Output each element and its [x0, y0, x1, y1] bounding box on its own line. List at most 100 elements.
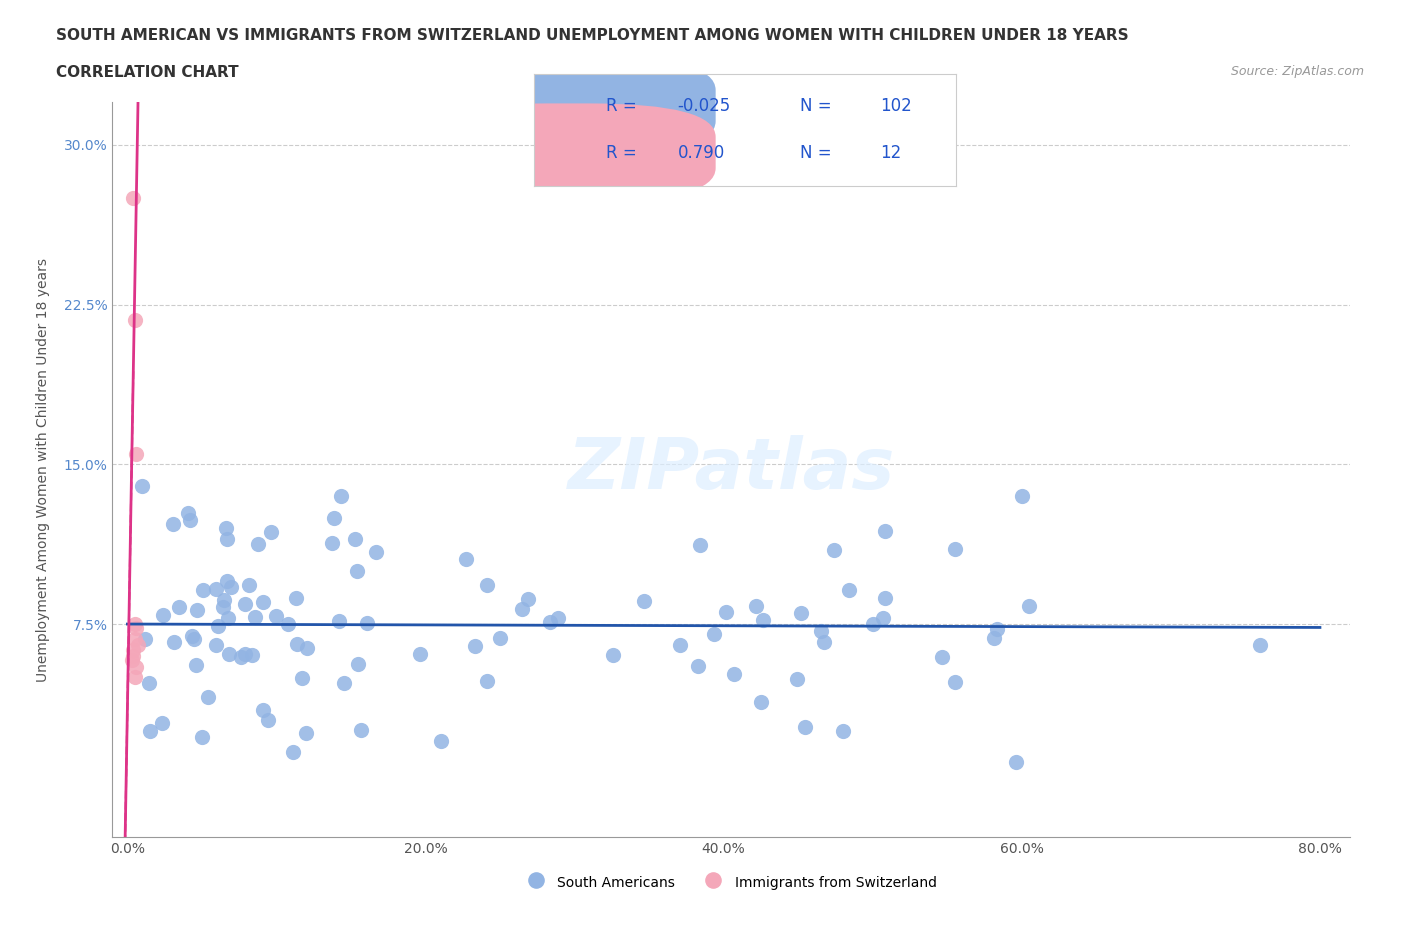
Point: [794, 720, 817, 735]
Point: [252, 594, 274, 609]
FancyBboxPatch shape: [420, 103, 716, 202]
Point: [131, 478, 153, 493]
Point: [197, 690, 219, 705]
Point: [813, 634, 835, 649]
Point: [873, 591, 896, 605]
FancyBboxPatch shape: [420, 57, 716, 154]
Point: [233, 597, 256, 612]
Point: [219, 579, 242, 594]
Point: [810, 624, 832, 639]
Point: [281, 744, 304, 759]
Point: [215, 574, 238, 589]
Point: [477, 578, 499, 592]
Point: [986, 622, 1008, 637]
Point: [150, 716, 173, 731]
Point: [321, 536, 343, 551]
Point: [745, 598, 768, 613]
Point: [752, 612, 775, 627]
Point: [179, 512, 201, 527]
Point: [294, 725, 316, 740]
Point: [285, 636, 308, 651]
Point: [277, 617, 299, 631]
Point: [832, 724, 855, 738]
Point: [429, 734, 451, 749]
Point: [943, 674, 966, 689]
Point: [346, 564, 368, 578]
Point: [152, 607, 174, 622]
Point: [238, 578, 260, 592]
Point: [247, 537, 270, 551]
Point: [215, 531, 238, 546]
Y-axis label: Unemployment Among Women with Children Under 18 years: Unemployment Among Women with Children U…: [37, 258, 49, 682]
Point: [176, 506, 198, 521]
Point: [668, 638, 690, 653]
Point: [205, 581, 228, 596]
Point: [217, 611, 239, 626]
Point: [602, 648, 624, 663]
Point: [125, 446, 148, 461]
Point: [1018, 599, 1040, 614]
Point: [633, 593, 655, 608]
Point: [229, 650, 252, 665]
Point: [205, 637, 228, 652]
Point: [207, 618, 229, 633]
Point: [1011, 489, 1033, 504]
Point: [240, 647, 263, 662]
Point: [983, 631, 1005, 645]
Text: Source: ZipAtlas.com: Source: ZipAtlas.com: [1230, 65, 1364, 78]
Point: [329, 489, 352, 504]
Point: [183, 631, 205, 646]
Point: [356, 616, 378, 631]
Text: SOUTH AMERICAN VS IMMIGRANTS FROM SWITZERLAND UNEMPLOYMENT AMONG WOMEN WITH CHIL: SOUTH AMERICAN VS IMMIGRANTS FROM SWITZE…: [56, 28, 1129, 43]
Point: [475, 674, 498, 689]
Point: [139, 724, 162, 738]
Point: [184, 658, 207, 672]
Point: [122, 642, 145, 657]
Point: [285, 591, 308, 605]
Point: [409, 646, 432, 661]
Point: [235, 646, 257, 661]
Point: [124, 312, 146, 327]
Text: 102: 102: [880, 97, 912, 114]
Point: [252, 703, 274, 718]
Legend: South Americans, Immigrants from Switzerland: South Americans, Immigrants from Switzer…: [520, 868, 942, 897]
Point: [510, 602, 533, 617]
Point: [260, 525, 283, 540]
Point: [364, 544, 387, 559]
Point: [350, 723, 373, 737]
Text: 12: 12: [880, 143, 901, 162]
Point: [122, 191, 145, 206]
Point: [703, 627, 725, 642]
Text: R =: R =: [606, 143, 647, 162]
Point: [134, 631, 156, 646]
Point: [186, 602, 208, 617]
Point: [686, 658, 709, 673]
Point: [1004, 755, 1026, 770]
Point: [516, 591, 538, 606]
Point: [122, 648, 145, 663]
Text: ZIPatlas: ZIPatlas: [568, 435, 894, 504]
Point: [167, 600, 190, 615]
Point: [875, 524, 897, 538]
Point: [689, 538, 711, 552]
Point: [125, 659, 148, 674]
Point: [163, 634, 186, 649]
Point: [162, 516, 184, 531]
Point: [723, 667, 745, 682]
Point: [124, 670, 146, 684]
Point: [138, 675, 160, 690]
Text: R =: R =: [606, 97, 643, 114]
Point: [749, 695, 772, 710]
Point: [786, 671, 808, 686]
Point: [191, 729, 214, 744]
Text: CORRELATION CHART: CORRELATION CHART: [56, 65, 239, 80]
Point: [297, 640, 319, 655]
Point: [323, 511, 346, 525]
Point: [257, 712, 280, 727]
Point: [266, 608, 288, 623]
Point: [838, 582, 860, 597]
Point: [121, 653, 143, 668]
Text: N =: N =: [800, 143, 837, 162]
Point: [538, 615, 561, 630]
Text: -0.025: -0.025: [678, 97, 731, 114]
